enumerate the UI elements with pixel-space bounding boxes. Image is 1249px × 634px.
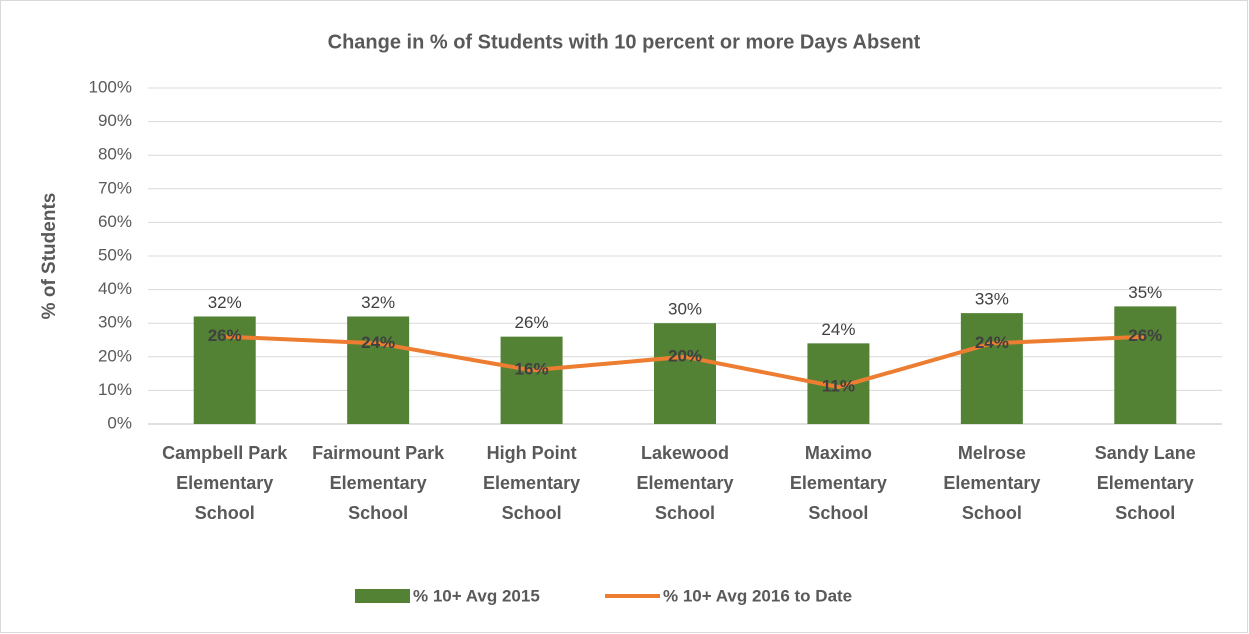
y-tick-label: 20% (98, 346, 132, 365)
y-tick-label: 70% (98, 178, 132, 197)
bar (960, 313, 1023, 424)
bar (193, 316, 256, 424)
bar-value-label: 33% (975, 290, 1009, 309)
line-value-label: 11% (822, 377, 855, 396)
bar (654, 323, 716, 424)
x-tick-label: High Point Elementary School (483, 443, 580, 523)
bar (1114, 306, 1177, 424)
x-tick-label: Melrose Elementary School (943, 443, 1040, 523)
y-tick-label: 30% (98, 313, 132, 332)
x-tick-label: Sandy Lane Elementary School (1095, 443, 1196, 523)
bar-value-label: 24% (821, 320, 855, 339)
y-tick-label: 80% (98, 145, 132, 164)
y-tick-label: 50% (98, 245, 132, 264)
x-tick-label: Maximo Elementary School (790, 443, 887, 523)
legend-label: % 10+ Avg 2015 (413, 586, 540, 605)
legend-label: % 10+ Avg 2016 to Date (663, 586, 852, 605)
bar (500, 336, 563, 424)
line-value-label: 24% (361, 333, 395, 352)
line-value-label: 16% (515, 360, 549, 379)
y-tick-label: 100% (89, 77, 132, 96)
line-value-label: 20% (668, 346, 702, 365)
x-tick-label: Campbell Park Elementary School (162, 443, 288, 523)
line-value-label: 26% (1128, 326, 1162, 345)
bar-value-label: 26% (515, 313, 549, 332)
x-tick-label: Lakewood Elementary School (636, 443, 733, 523)
y-axis-label: % of Students (39, 193, 60, 320)
chart-title: Change in % of Students with 10 percent … (328, 31, 921, 53)
y-tick-label: 10% (98, 380, 132, 399)
x-tick-label: Fairmount Park Elementary School (312, 443, 445, 523)
bar-value-label: 35% (1128, 283, 1162, 302)
bar (347, 316, 410, 424)
y-tick-label: 90% (98, 111, 132, 130)
y-tick-label: 60% (98, 212, 132, 231)
y-tick-label: 0% (107, 413, 132, 432)
line (224, 334, 1146, 390)
line-value-label: 26% (208, 326, 242, 345)
bar-value-label: 32% (208, 293, 242, 312)
legend-swatch (355, 589, 410, 603)
y-tick-label: 40% (98, 279, 132, 298)
bar-value-label: 32% (361, 293, 395, 312)
line-value-label: 24% (975, 333, 1009, 352)
bar-value-label: 30% (668, 300, 702, 319)
